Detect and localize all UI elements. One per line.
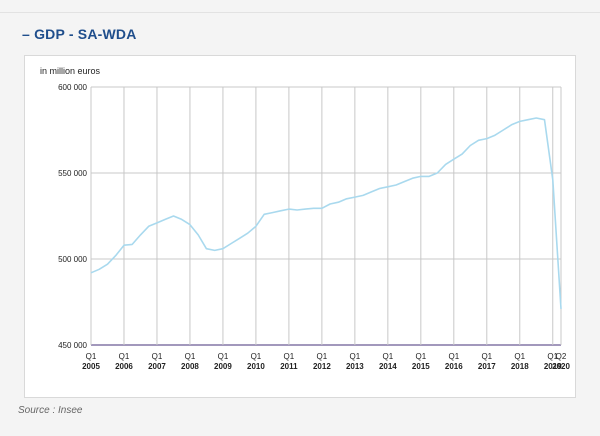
x-tick-label-quarter: Q1 [185, 352, 196, 361]
x-tick-label-year: 2005 [82, 362, 100, 371]
y-tick-label: 550 000 [58, 169, 87, 178]
x-tick-label-year: 2006 [115, 362, 133, 371]
chart-title: – GDP - SA-WDA [22, 26, 137, 42]
grid-layer [90, 86, 562, 346]
x-tick-label-year: 2011 [280, 362, 298, 371]
gdp-series-line [90, 117, 562, 309]
x-tick-label-year: 2010 [247, 362, 265, 371]
x-tick-label-quarter: Q1 [152, 352, 163, 361]
y-axis-unit-label: in million euros [40, 66, 101, 76]
x-tick-label-year: 2017 [478, 362, 496, 371]
series-layer [90, 117, 562, 309]
x-tick-label-quarter: Q1 [284, 352, 295, 361]
x-tick-labels: Q12005Q12006Q12007Q12008Q12009Q12010Q120… [82, 352, 570, 371]
x-tick-label-quarter: Q1 [86, 352, 97, 361]
source-note: Source : Insee [18, 405, 83, 416]
x-tick-label-quarter: Q1 [448, 352, 459, 361]
x-tick-label-year: 2015 [412, 362, 430, 371]
x-tick-label-year: 2007 [148, 362, 166, 371]
x-tick-label-year: 2020 [552, 362, 570, 371]
x-tick-label-quarter: Q1 [317, 352, 328, 361]
x-tick-label-quarter: Q1 [383, 352, 394, 361]
x-tick-label-quarter: Q1 [547, 352, 558, 361]
y-tick-label: 450 000 [58, 341, 87, 350]
x-tick-label-year: 2016 [445, 362, 463, 371]
top-divider [0, 12, 600, 13]
x-tick-label-year: 2014 [379, 362, 397, 371]
x-tick-label-year: 2009 [214, 362, 232, 371]
x-tick-label-quarter: Q1 [251, 352, 262, 361]
chart-panel [24, 55, 576, 398]
x-tick-label-year: 2019 [544, 362, 562, 371]
y-tick-label: 500 000 [58, 255, 87, 264]
x-tick-label-year: 2012 [313, 362, 331, 371]
x-tick-label-quarter: Q1 [481, 352, 492, 361]
x-tick-label-quarter: Q1 [514, 352, 525, 361]
x-tick-label-quarter: Q1 [350, 352, 361, 361]
y-tick-labels: 450 000 500 000 550 000 600 000 [58, 83, 87, 350]
x-tick-label-year: 2018 [511, 362, 529, 371]
x-tick-label-quarter: Q2 [556, 352, 567, 361]
y-tick-label: 600 000 [58, 83, 87, 92]
x-tick-label-quarter: Q1 [119, 352, 130, 361]
x-tick-label-quarter: Q1 [415, 352, 426, 361]
x-tick-label-year: 2013 [346, 362, 364, 371]
x-tick-label-year: 2008 [181, 362, 199, 371]
x-tick-label-quarter: Q1 [218, 352, 229, 361]
